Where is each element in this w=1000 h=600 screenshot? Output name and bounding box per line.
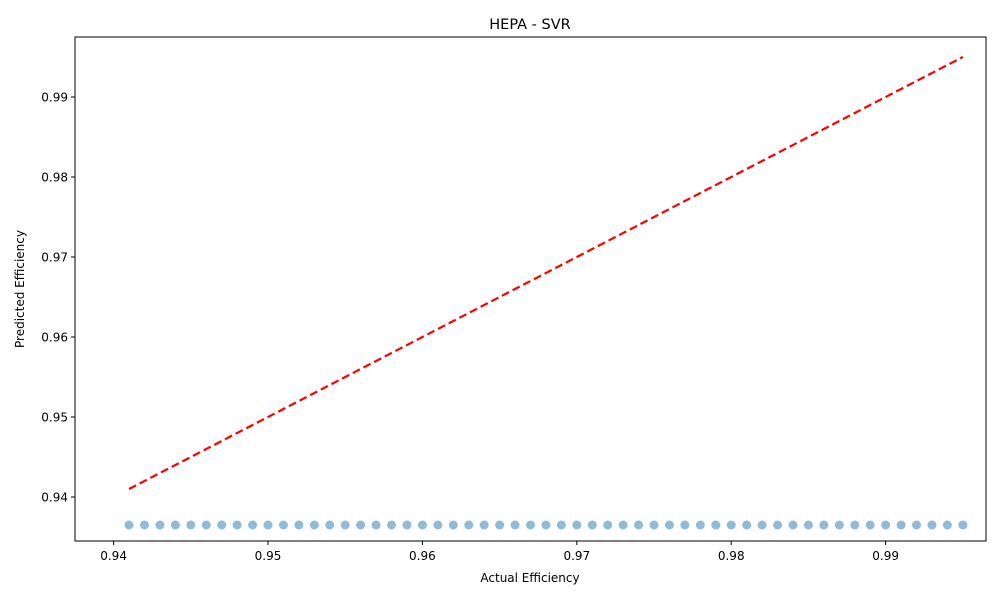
data-point: [232, 520, 242, 530]
data-point: [294, 520, 304, 530]
data-point: [356, 520, 366, 530]
data-point: [896, 520, 906, 530]
data-point: [495, 520, 505, 530]
data-point: [325, 520, 335, 530]
data-point: [788, 520, 798, 530]
y-tick-label: 0.99: [41, 91, 68, 105]
x-axis-title: Actual Efficiency: [480, 571, 579, 585]
y-tick-label: 0.97: [41, 251, 68, 265]
data-point: [850, 520, 860, 530]
reference-line-layer: [128, 56, 964, 490]
y-tick-label: 0.98: [41, 171, 68, 185]
y-tick-label: 0.94: [41, 491, 68, 505]
data-point: [371, 520, 381, 530]
y-tick-label: 0.95: [41, 411, 68, 425]
data-point: [958, 520, 968, 530]
y-axis-title: Predicted Efficiency: [13, 230, 27, 348]
data-point: [881, 520, 891, 530]
data-point: [912, 520, 922, 530]
data-point: [510, 520, 520, 530]
data-point: [387, 520, 397, 530]
points-layer: [124, 520, 968, 530]
data-point: [603, 520, 613, 530]
data-point: [124, 520, 134, 530]
data-point: [433, 520, 443, 530]
data-point: [201, 520, 211, 530]
data-point: [634, 520, 644, 530]
x-axis-ticks: 0.94 0.95 0.96 0.97 0.98 0.99: [100, 541, 899, 563]
data-point: [649, 520, 659, 530]
data-point: [170, 520, 180, 530]
data-point: [942, 520, 952, 530]
data-point: [711, 520, 721, 530]
data-point: [618, 520, 628, 530]
data-point: [819, 520, 829, 530]
data-point: [402, 520, 412, 530]
data-point: [186, 520, 196, 530]
x-tick-label: 0.99: [872, 549, 899, 563]
data-point: [680, 520, 690, 530]
data-point: [479, 520, 489, 530]
data-point: [726, 520, 736, 530]
data-point: [757, 520, 767, 530]
plot-frame: [74, 36, 987, 542]
data-point: [742, 520, 752, 530]
x-tick-label: 0.96: [409, 549, 436, 563]
data-point: [464, 520, 474, 530]
data-point: [278, 520, 288, 530]
data-point: [139, 520, 149, 530]
data-point: [448, 520, 458, 530]
data-point: [217, 520, 227, 530]
data-point: [309, 520, 319, 530]
x-tick-label: 0.97: [563, 549, 590, 563]
y-tick-label: 0.96: [41, 331, 68, 345]
data-point: [865, 520, 875, 530]
data-point: [417, 520, 427, 530]
data-point: [773, 520, 783, 530]
ideal-fit-line: [128, 56, 964, 490]
x-tick-label: 0.98: [718, 549, 745, 563]
data-point: [572, 520, 582, 530]
data-point: [927, 520, 937, 530]
data-point: [803, 520, 813, 530]
data-point: [263, 520, 273, 530]
data-point: [556, 520, 566, 530]
y-axis-ticks: 0.94 0.95 0.96 0.97 0.98 0.99: [41, 91, 75, 505]
chart-title: HEPA - SVR: [489, 17, 570, 33]
data-point: [155, 520, 165, 530]
data-point: [340, 520, 350, 530]
x-tick-label: 0.95: [255, 549, 282, 563]
data-point: [541, 520, 551, 530]
data-point: [695, 520, 705, 530]
data-point: [526, 520, 535, 530]
data-point: [664, 520, 674, 530]
x-tick-label: 0.94: [100, 549, 127, 563]
data-point: [834, 520, 844, 530]
data-point: [587, 520, 597, 530]
data-point: [248, 520, 258, 530]
